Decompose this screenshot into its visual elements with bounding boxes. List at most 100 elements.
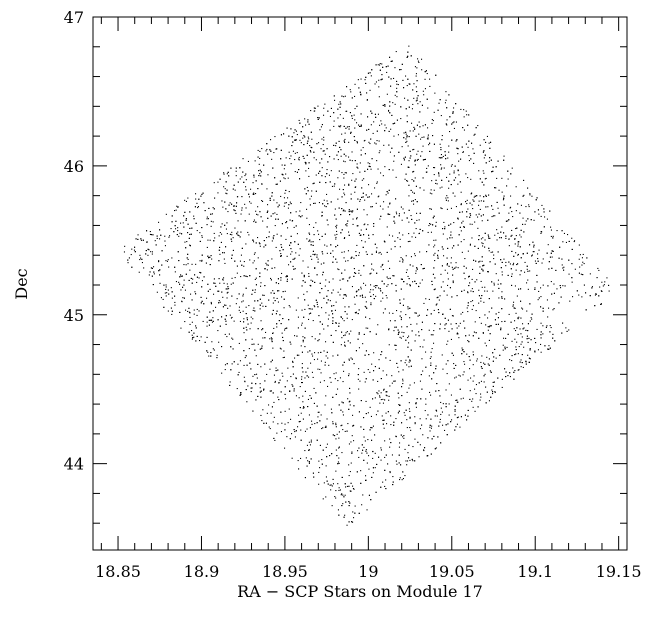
- star-point: [596, 277, 598, 279]
- star-point: [497, 317, 499, 319]
- star-point: [480, 380, 482, 382]
- star-point: [293, 268, 295, 270]
- star-point: [201, 254, 203, 256]
- star-point: [398, 410, 400, 412]
- star-point: [264, 363, 266, 365]
- star-point: [522, 195, 524, 197]
- star-point: [295, 211, 297, 213]
- star-point: [379, 205, 381, 207]
- star-point: [321, 175, 323, 177]
- star-point: [250, 391, 252, 393]
- star-point: [279, 347, 281, 349]
- star-point: [271, 192, 273, 194]
- star-point: [483, 172, 485, 174]
- star-point: [366, 129, 368, 131]
- star-point: [576, 290, 578, 292]
- star-point: [281, 164, 283, 166]
- star-point: [337, 151, 339, 153]
- star-point: [354, 180, 356, 182]
- star-point: [402, 208, 404, 210]
- star-point: [284, 410, 286, 412]
- star-point: [361, 452, 363, 454]
- star-point: [419, 380, 421, 382]
- star-point: [297, 243, 299, 245]
- star-point: [500, 327, 502, 329]
- star-point: [399, 479, 401, 481]
- star-point: [302, 126, 304, 128]
- star-point: [542, 307, 544, 309]
- star-point: [429, 391, 431, 393]
- star-point: [346, 317, 348, 319]
- star-point: [191, 263, 193, 265]
- star-point: [249, 259, 251, 261]
- star-point: [322, 203, 324, 205]
- star-point: [207, 255, 209, 257]
- star-point: [599, 286, 601, 288]
- star-point: [339, 106, 341, 108]
- star-point: [340, 288, 342, 290]
- star-point: [375, 333, 377, 335]
- star-point: [424, 410, 426, 412]
- star-point: [442, 313, 444, 315]
- star-point: [579, 254, 581, 256]
- star-point: [240, 276, 242, 278]
- star-point: [355, 178, 357, 180]
- star-point: [405, 131, 407, 133]
- star-point: [312, 241, 314, 243]
- star-point: [284, 423, 286, 425]
- star-point: [468, 140, 470, 142]
- star-point: [311, 308, 313, 310]
- star-point: [277, 423, 279, 425]
- star-point: [265, 262, 267, 264]
- star-point: [234, 189, 236, 191]
- star-point: [293, 429, 295, 431]
- star-point: [434, 323, 436, 325]
- star-point: [248, 305, 250, 307]
- star-point: [161, 250, 163, 252]
- star-point: [230, 167, 232, 169]
- star-point: [475, 214, 477, 216]
- star-point: [234, 210, 236, 212]
- star-point: [321, 124, 323, 126]
- star-point: [292, 141, 294, 143]
- star-point: [274, 439, 276, 441]
- star-point: [449, 237, 451, 239]
- star-point: [488, 298, 490, 300]
- star-point: [266, 148, 268, 150]
- star-point: [318, 142, 320, 144]
- star-point: [368, 234, 370, 236]
- star-point: [360, 400, 362, 402]
- star-point: [222, 206, 224, 208]
- star-point: [200, 302, 202, 304]
- star-point: [326, 193, 328, 195]
- star-point: [540, 322, 542, 324]
- star-point: [514, 285, 516, 287]
- star-point: [529, 244, 531, 246]
- star-point: [460, 313, 462, 315]
- star-point: [409, 417, 411, 419]
- star-point: [419, 228, 421, 230]
- star-point: [447, 157, 449, 159]
- star-point: [251, 338, 253, 340]
- star-point: [377, 168, 379, 170]
- star-point: [419, 444, 421, 446]
- star-point: [608, 284, 610, 286]
- star-point: [380, 392, 382, 394]
- star-point: [273, 199, 275, 201]
- star-point: [383, 389, 385, 391]
- star-point: [409, 83, 411, 85]
- star-point: [507, 375, 509, 377]
- star-point: [245, 313, 247, 315]
- star-point: [357, 378, 359, 380]
- star-point: [292, 258, 294, 260]
- star-point: [479, 208, 481, 210]
- star-point: [391, 454, 393, 456]
- star-point: [304, 337, 306, 339]
- star-point: [538, 297, 540, 299]
- star-point: [437, 436, 439, 438]
- star-point: [474, 221, 476, 223]
- star-point: [421, 151, 423, 153]
- star-point: [376, 392, 378, 394]
- star-point: [419, 428, 421, 430]
- star-point: [440, 157, 442, 159]
